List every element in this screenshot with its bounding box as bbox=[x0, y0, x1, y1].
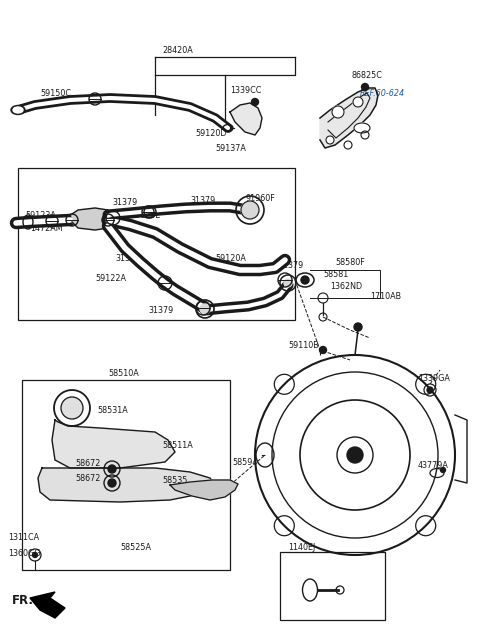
Polygon shape bbox=[38, 468, 215, 502]
Polygon shape bbox=[230, 103, 262, 135]
Text: 59123A: 59123A bbox=[25, 211, 56, 220]
Text: 31379: 31379 bbox=[115, 253, 140, 262]
Text: 59122A: 59122A bbox=[95, 273, 126, 282]
Text: 59110B: 59110B bbox=[288, 340, 319, 349]
Text: REF.60-624: REF.60-624 bbox=[360, 88, 405, 97]
Circle shape bbox=[33, 552, 37, 557]
Bar bbox=[18, 168, 295, 320]
Text: 58580F: 58580F bbox=[335, 257, 365, 266]
Text: 1362ND: 1362ND bbox=[330, 282, 362, 291]
Circle shape bbox=[427, 387, 433, 393]
Text: 31379: 31379 bbox=[278, 260, 303, 269]
Text: 59139E: 59139E bbox=[130, 211, 160, 220]
Text: 58531A: 58531A bbox=[97, 406, 128, 415]
Bar bbox=[280, 552, 385, 620]
Text: 59137A: 59137A bbox=[215, 143, 246, 152]
Circle shape bbox=[344, 141, 352, 149]
Ellipse shape bbox=[11, 106, 25, 115]
Text: 31379: 31379 bbox=[148, 305, 173, 314]
Text: 59120A: 59120A bbox=[215, 253, 246, 262]
Polygon shape bbox=[72, 208, 112, 230]
Text: 91960F: 91960F bbox=[245, 193, 275, 202]
Text: 1311CA: 1311CA bbox=[8, 534, 39, 543]
Circle shape bbox=[108, 465, 116, 473]
Text: 1339CC: 1339CC bbox=[230, 86, 262, 95]
Text: 58510A: 58510A bbox=[108, 369, 139, 378]
Text: 1710AB: 1710AB bbox=[370, 291, 401, 301]
Text: 58535: 58535 bbox=[162, 476, 187, 484]
Polygon shape bbox=[170, 480, 238, 500]
Circle shape bbox=[252, 99, 259, 106]
Circle shape bbox=[353, 97, 363, 107]
Text: 31379: 31379 bbox=[190, 195, 215, 205]
Circle shape bbox=[301, 276, 309, 284]
Text: 58672: 58672 bbox=[75, 474, 100, 483]
Circle shape bbox=[284, 279, 292, 287]
Circle shape bbox=[361, 131, 369, 139]
Text: 86825C: 86825C bbox=[352, 70, 383, 79]
Circle shape bbox=[108, 479, 116, 487]
Polygon shape bbox=[320, 88, 378, 148]
Bar bbox=[22, 380, 230, 570]
Text: 31379: 31379 bbox=[112, 198, 137, 207]
Circle shape bbox=[200, 304, 210, 314]
Text: 58672: 58672 bbox=[75, 458, 100, 467]
Circle shape bbox=[347, 447, 363, 463]
Text: 58525A: 58525A bbox=[120, 543, 151, 552]
Text: 1140EJ: 1140EJ bbox=[288, 543, 315, 552]
Text: 59120D: 59120D bbox=[195, 129, 227, 138]
Circle shape bbox=[61, 397, 83, 419]
Text: 1339GA: 1339GA bbox=[418, 374, 450, 383]
Circle shape bbox=[320, 346, 326, 353]
Polygon shape bbox=[30, 592, 65, 618]
Circle shape bbox=[354, 323, 362, 331]
Ellipse shape bbox=[13, 107, 23, 113]
Circle shape bbox=[241, 201, 259, 219]
Text: 1360GG: 1360GG bbox=[8, 548, 40, 557]
Text: 28420A: 28420A bbox=[163, 45, 193, 54]
Text: 1472AM: 1472AM bbox=[30, 223, 62, 232]
Circle shape bbox=[332, 106, 344, 118]
Circle shape bbox=[326, 136, 334, 144]
Circle shape bbox=[361, 83, 369, 90]
Text: FR.: FR. bbox=[12, 595, 34, 607]
Text: 43779A: 43779A bbox=[418, 461, 449, 470]
Ellipse shape bbox=[354, 123, 370, 133]
Text: 59150C: 59150C bbox=[40, 88, 71, 97]
Circle shape bbox=[441, 467, 445, 472]
Text: 58594: 58594 bbox=[232, 458, 257, 467]
Text: 58511A: 58511A bbox=[162, 440, 193, 449]
Text: 58581: 58581 bbox=[323, 269, 348, 278]
Polygon shape bbox=[52, 420, 175, 468]
